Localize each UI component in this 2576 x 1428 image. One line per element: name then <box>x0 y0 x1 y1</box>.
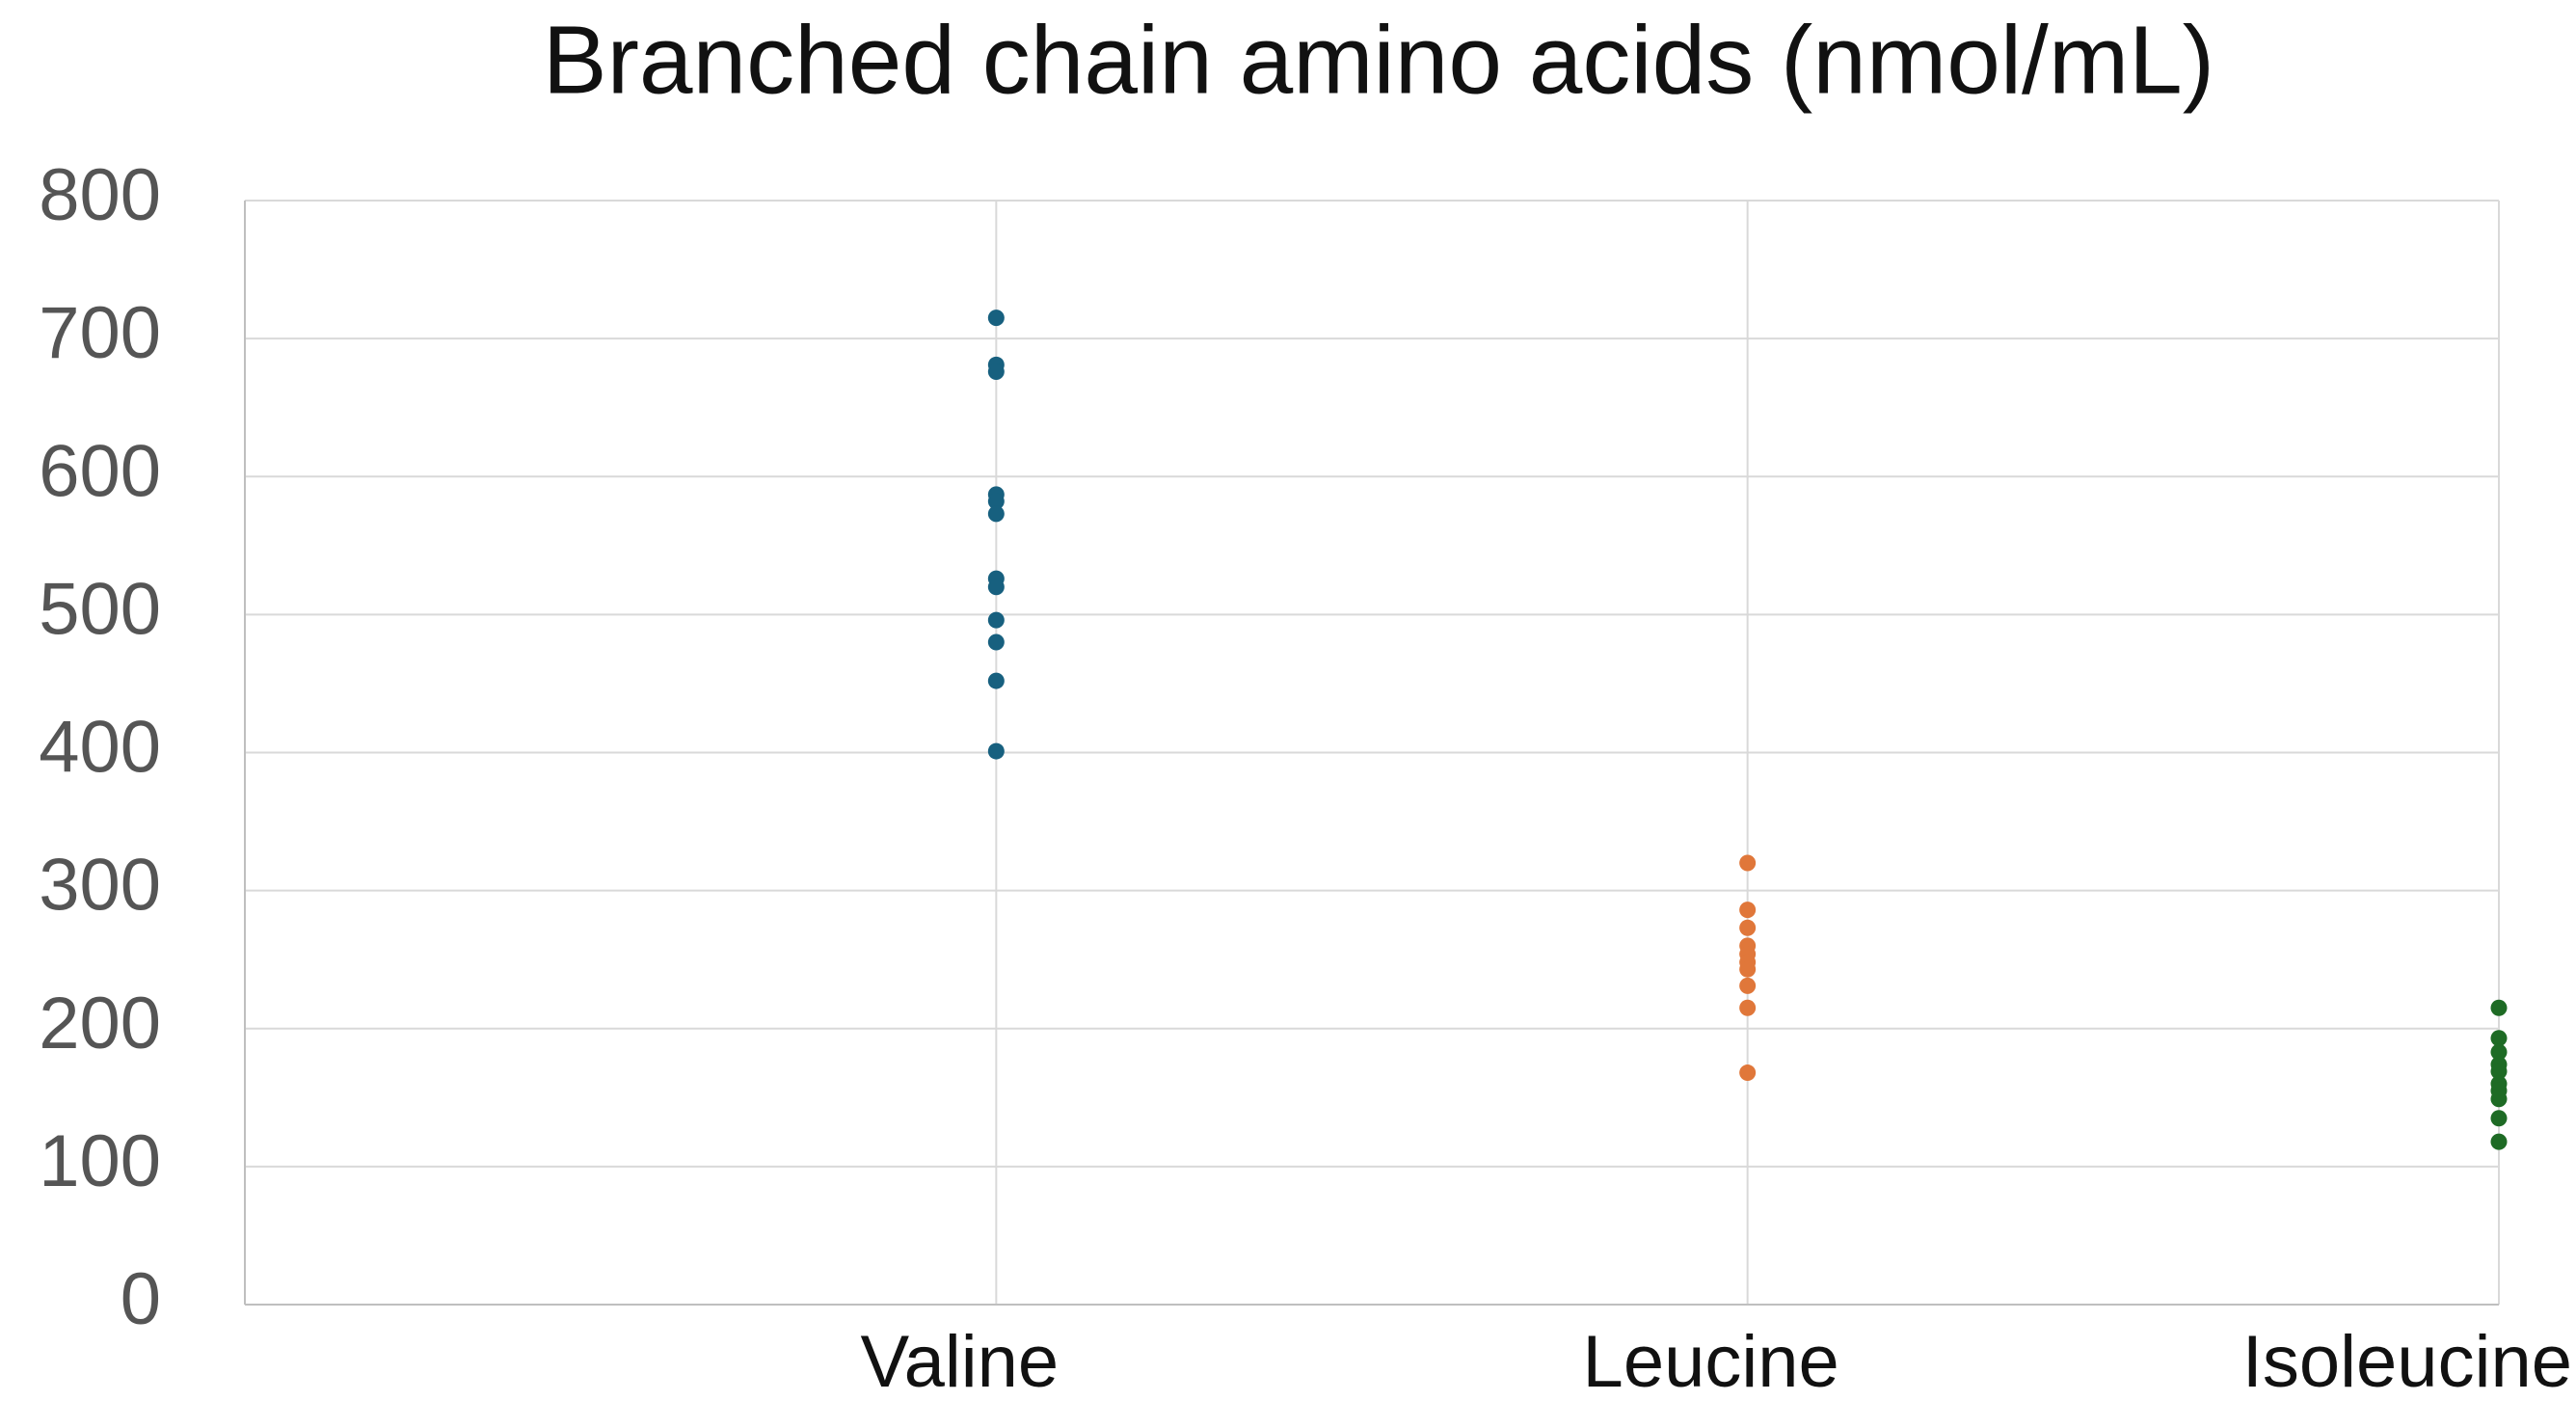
data-point <box>1739 977 1757 994</box>
data-point <box>987 672 1005 689</box>
data-point <box>2490 1133 2508 1150</box>
x-tick-label: Leucine <box>1583 1321 1839 1403</box>
data-point <box>1739 854 1757 872</box>
data-point <box>987 493 1005 510</box>
y-tick-label: 200 <box>39 983 161 1064</box>
data-point <box>987 633 1005 651</box>
y-tick-label: 800 <box>39 154 161 236</box>
y-tick-label: 100 <box>39 1120 161 1202</box>
y-tick-label: 300 <box>39 845 161 927</box>
data-point <box>987 579 1005 596</box>
data-point <box>2490 999 2508 1016</box>
data-point <box>987 363 1005 380</box>
data-point <box>987 505 1005 523</box>
data-point <box>1739 902 1757 919</box>
y-tick-label: 400 <box>39 707 161 789</box>
data-point <box>987 611 1005 629</box>
data-point <box>1739 919 1757 936</box>
data-point <box>2490 1063 2508 1080</box>
y-tick-label: 700 <box>39 292 161 374</box>
data-point <box>2490 1030 2508 1047</box>
y-tick-label: 500 <box>39 568 161 650</box>
y-tick-label: 600 <box>39 430 161 512</box>
data-point <box>2490 1091 2508 1108</box>
x-tick-label: Valine <box>861 1321 1060 1403</box>
data-point <box>1739 1064 1757 1082</box>
y-tick-label: 0 <box>121 1258 161 1340</box>
data-point <box>987 742 1005 760</box>
data-point <box>1739 999 1757 1016</box>
x-tick-label: Isoleucine <box>2242 1321 2572 1403</box>
data-point <box>2490 1110 2508 1127</box>
data-point <box>1739 960 1757 978</box>
chart-title: Branched chain amino acids (nmol/mL) <box>543 6 2214 114</box>
data-point <box>2490 1043 2508 1061</box>
data-point <box>987 310 1005 327</box>
